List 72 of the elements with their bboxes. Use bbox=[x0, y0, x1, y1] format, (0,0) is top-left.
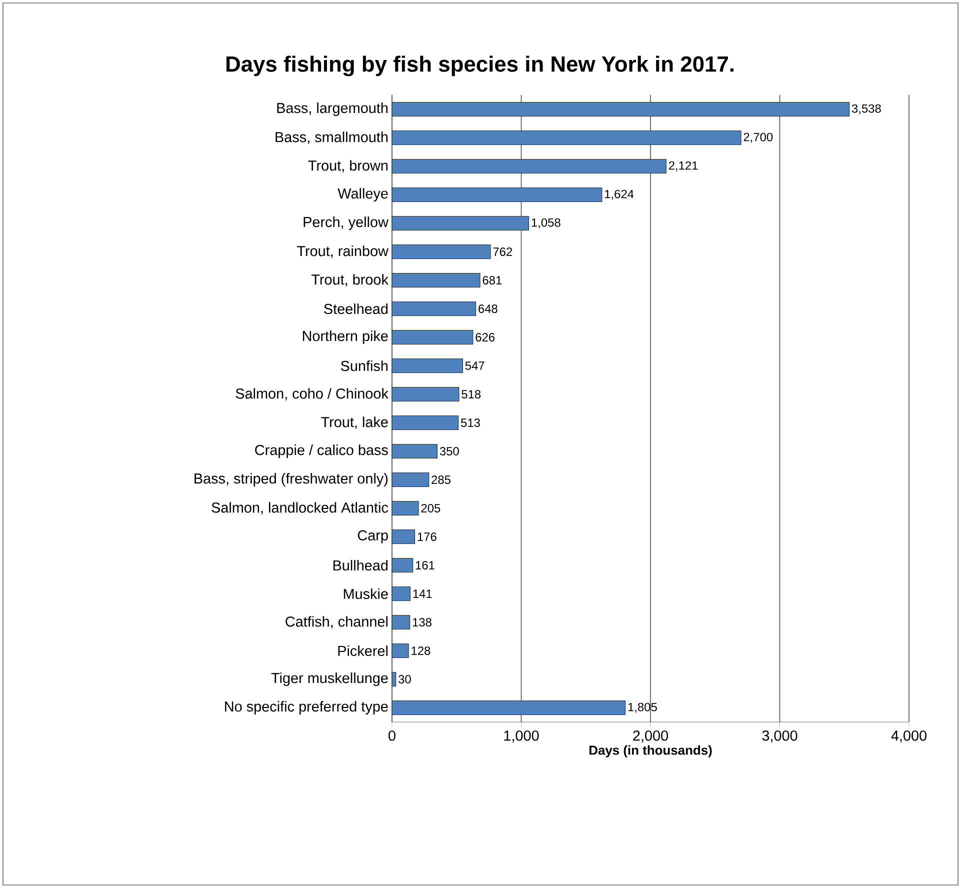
y-tick-label: Northern pike bbox=[302, 330, 388, 344]
data-label: 128 bbox=[412, 646, 430, 655]
y-tick-label: Trout, brook bbox=[311, 274, 388, 286]
bar bbox=[392, 700, 626, 716]
y-tick-label: Trout, rainbow bbox=[297, 246, 388, 258]
data-label: 2,700 bbox=[744, 132, 773, 143]
y-tick-label: Carp bbox=[358, 530, 388, 544]
y-tick-label: Salmon, landlocked Atlantic bbox=[212, 502, 388, 514]
bar bbox=[392, 444, 438, 459]
bar bbox=[392, 472, 430, 488]
x-tick-label: 1,000 bbox=[504, 730, 539, 742]
bar bbox=[392, 301, 476, 316]
bar bbox=[392, 529, 416, 544]
data-label: 285 bbox=[432, 476, 450, 484]
y-tick-label: Walleye bbox=[338, 188, 388, 202]
data-label: 626 bbox=[476, 333, 495, 342]
chart-title: Days fishing by fish species in New York in 2017. bbox=[226, 56, 734, 76]
y-tick-label: Catfish, channel bbox=[286, 616, 388, 628]
data-label: 513 bbox=[460, 418, 480, 427]
x-tick-label: 4,000 bbox=[891, 730, 927, 742]
y-tick-label: Bass, largemouth bbox=[277, 102, 388, 116]
data-label: 138 bbox=[412, 618, 432, 626]
data-label: 205 bbox=[421, 504, 440, 512]
y-tick-label: Bullhead bbox=[333, 560, 388, 571]
data-label: 681 bbox=[482, 276, 502, 284]
data-label: 30 bbox=[398, 675, 411, 684]
data-label: 3,538 bbox=[852, 104, 881, 114]
bar bbox=[392, 244, 491, 260]
bar bbox=[392, 187, 602, 202]
data-label: 161 bbox=[416, 561, 434, 570]
data-label: 141 bbox=[413, 590, 432, 598]
y-tick-label: Steelhead bbox=[324, 303, 388, 314]
y-tick-label: Trout, lake bbox=[321, 416, 388, 429]
x-axis-title: Days (in thousands) bbox=[589, 745, 712, 758]
bar bbox=[392, 586, 411, 602]
bar bbox=[392, 415, 459, 430]
bar bbox=[392, 130, 742, 146]
data-label: 176 bbox=[418, 532, 436, 541]
bar bbox=[392, 614, 410, 630]
bar bbox=[392, 102, 850, 117]
y-tick-label: Trout, brown bbox=[308, 160, 388, 172]
y-tick-label: Tiger muskellunge bbox=[271, 672, 388, 686]
x-tick-label: 3,000 bbox=[762, 730, 798, 742]
bar bbox=[392, 643, 409, 658]
data-label: 1,058 bbox=[532, 218, 560, 228]
y-tick-label: Salmon, coho / Chinook bbox=[236, 388, 388, 400]
y-tick-label: Perch, yellow bbox=[304, 216, 388, 230]
bar bbox=[392, 272, 480, 288]
bar bbox=[392, 500, 419, 516]
x-tick-label: 2,000 bbox=[633, 730, 668, 742]
y-tick-label: Bass, striped (freshwater only) bbox=[194, 473, 388, 486]
data-label: 350 bbox=[440, 447, 459, 456]
data-label: 2,121 bbox=[668, 161, 698, 172]
data-label: 648 bbox=[478, 304, 498, 313]
bar bbox=[392, 358, 464, 374]
data-label: 1,624 bbox=[605, 190, 634, 200]
x-tick-label: 0 bbox=[388, 730, 396, 741]
y-tick-label: Bass, smallmouth bbox=[276, 132, 388, 144]
bar bbox=[392, 216, 530, 231]
y-tick-label: Crappie / calico bass bbox=[255, 444, 388, 458]
y-tick-label: Muskie bbox=[344, 588, 388, 600]
bar bbox=[392, 672, 396, 687]
bar bbox=[392, 558, 414, 573]
data-label: 518 bbox=[462, 390, 481, 398]
bar bbox=[392, 330, 474, 345]
data-label: 762 bbox=[493, 248, 512, 256]
y-tick-label: Pickerel bbox=[338, 645, 388, 656]
y-tick-label: Sunfish bbox=[340, 360, 388, 372]
bar bbox=[392, 386, 460, 402]
bar bbox=[392, 158, 666, 174]
y-tick-label: No specific preferred type bbox=[225, 701, 388, 714]
data-label: 547 bbox=[465, 362, 484, 370]
